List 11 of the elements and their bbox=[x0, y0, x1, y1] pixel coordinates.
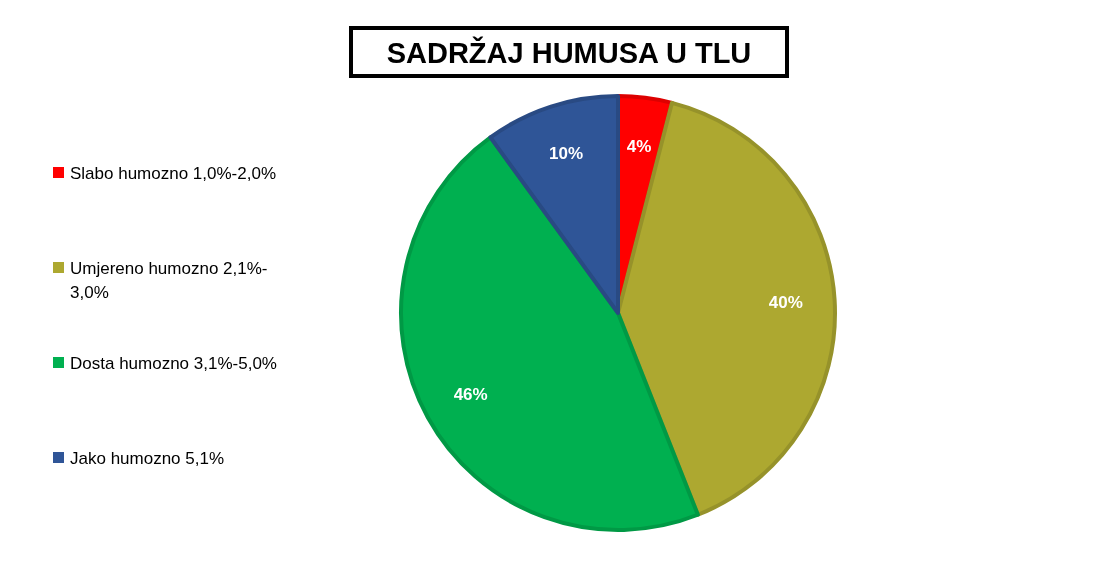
legend-label: Jako humozno 5,1% bbox=[70, 448, 225, 468]
pie-slice bbox=[399, 135, 700, 532]
data-label: 46% bbox=[453, 384, 488, 404]
pie-slice bbox=[488, 94, 620, 315]
data-label: 4% bbox=[626, 136, 652, 156]
legend-label: Dosta humozno 3,1%-5,0% bbox=[70, 353, 277, 373]
data-label: 10% bbox=[549, 143, 584, 163]
legend-label: Umjereno humozno 2,1%-3,0% bbox=[70, 258, 268, 302]
data-label: 40% bbox=[768, 292, 803, 312]
chart-title: SADRŽAJ HUMUSA U TLU bbox=[386, 36, 752, 69]
legend-label: Slabo humozno 1,0%-2,0% bbox=[70, 163, 277, 183]
